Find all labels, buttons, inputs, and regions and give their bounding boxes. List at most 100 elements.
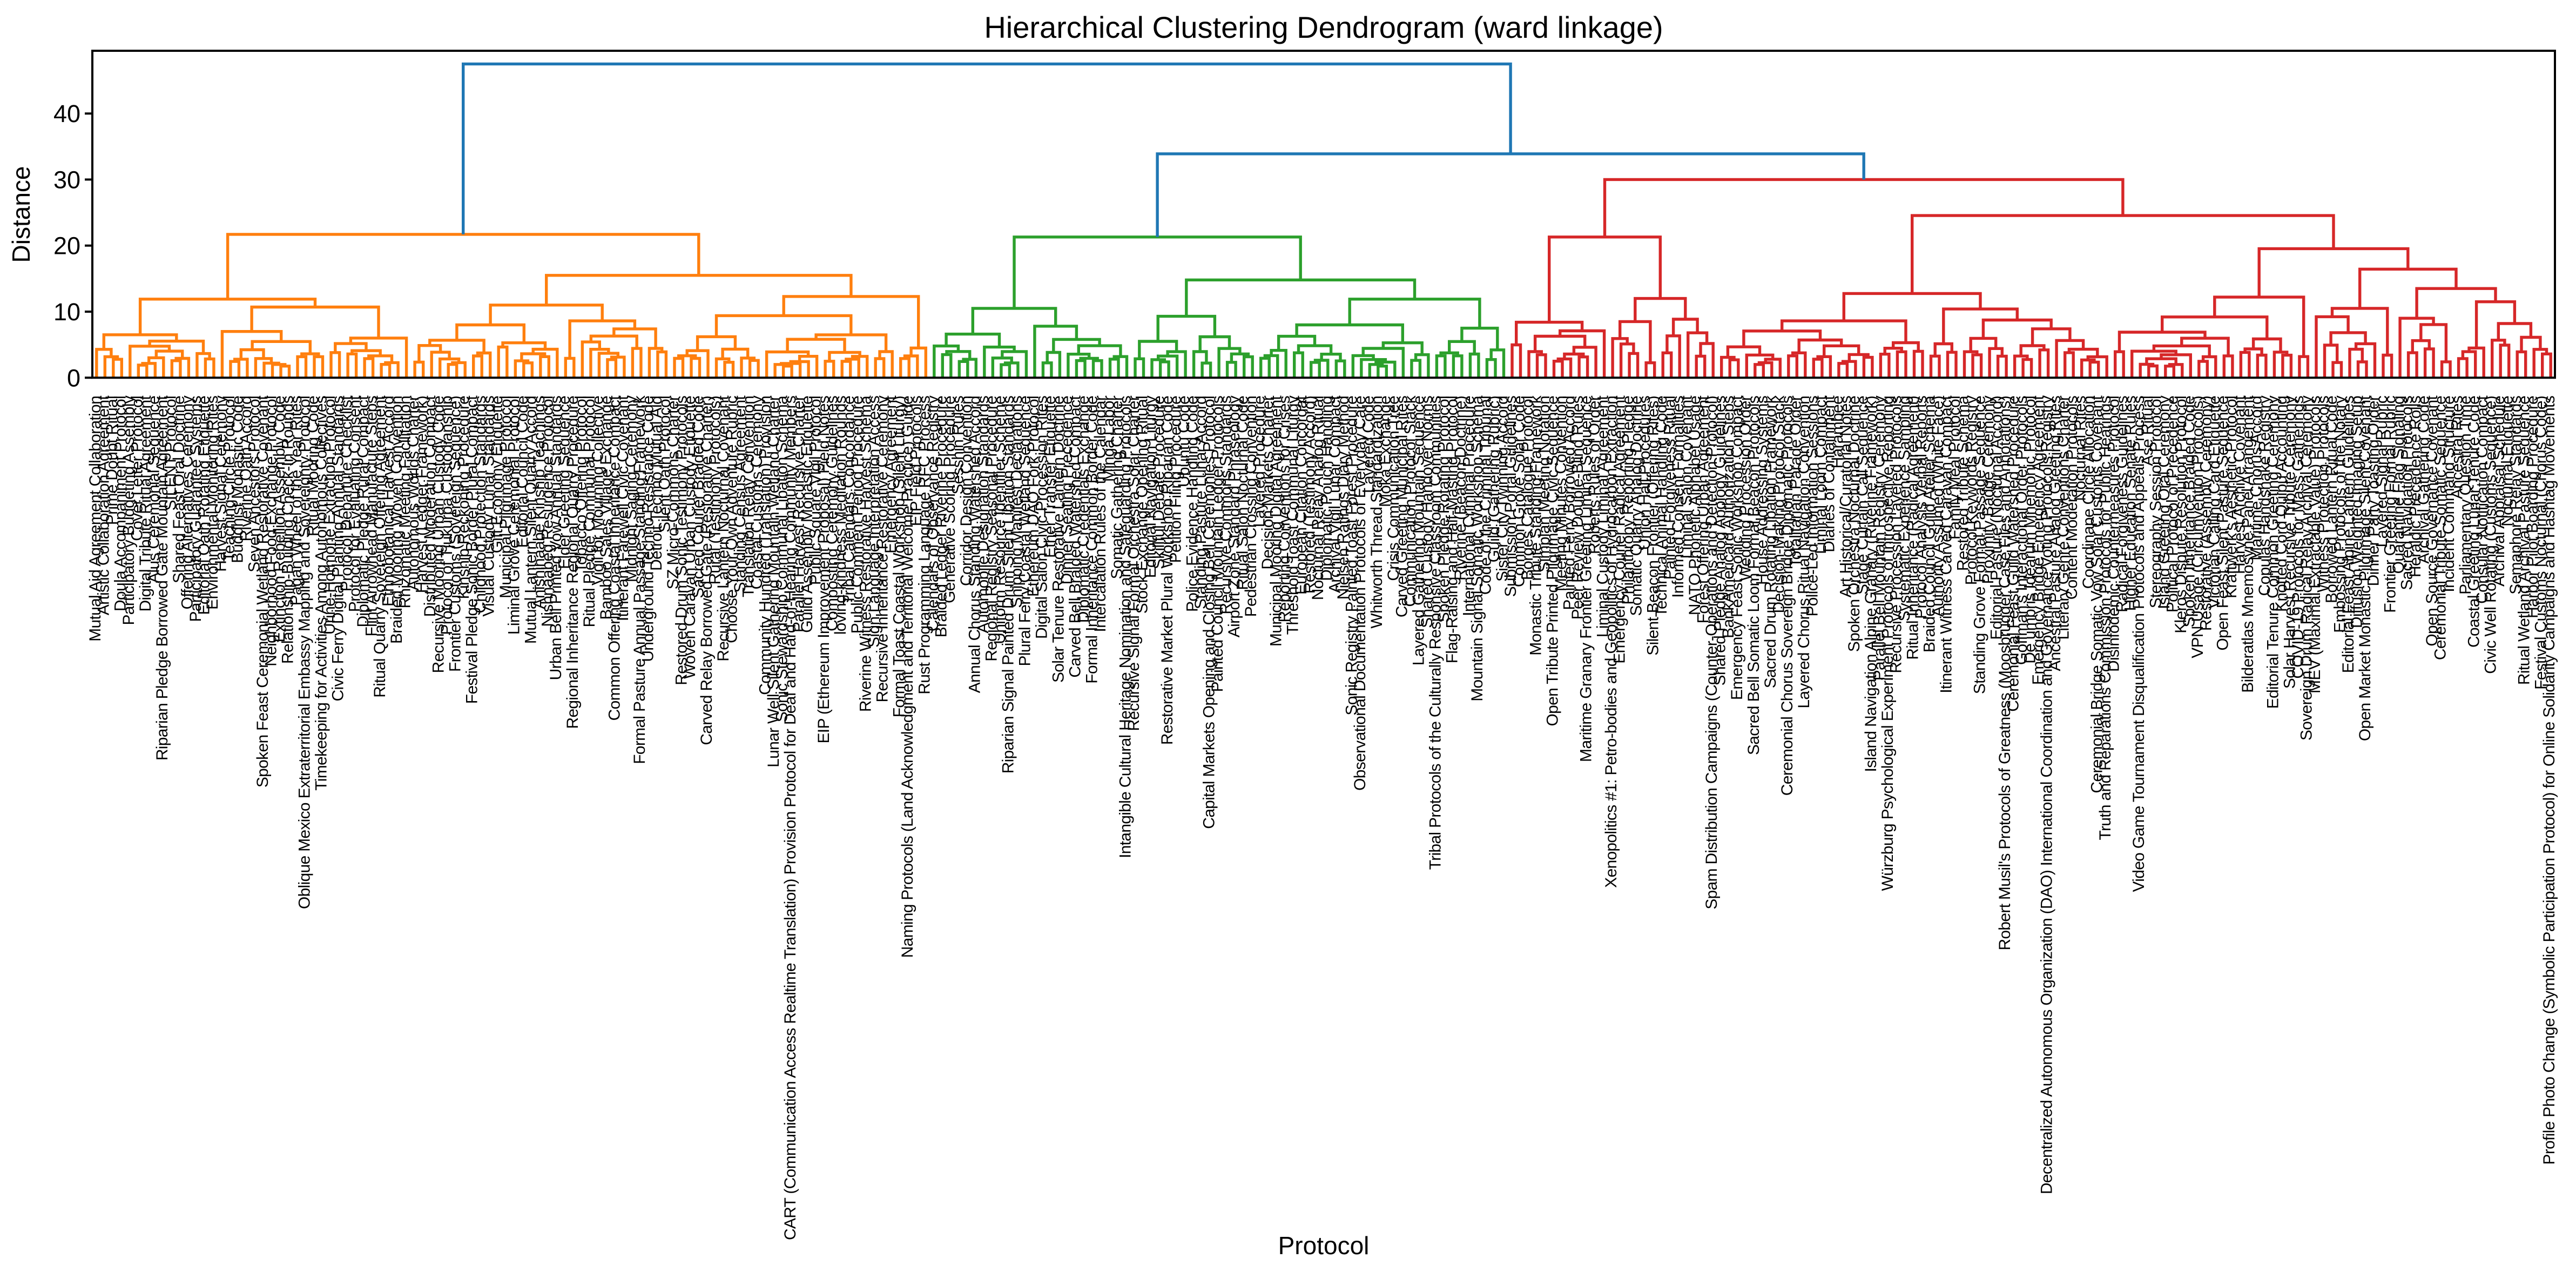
svg-text:EIP (Ethereum Improvement Prop: EIP (Ethereum Improvement Proposal) Fiel… <box>815 396 833 744</box>
svg-text:Painted Forgiveness Ritual: Painted Forgiveness Ritual <box>1661 396 1679 580</box>
svg-text:Solar Harvest Recursive Tribut: Solar Harvest Recursive Tribute Ceremony <box>2281 395 2298 689</box>
svg-text:Rural (Testimony Protocols): Rural (Testimony Protocols) <box>706 396 724 585</box>
svg-text:Itinerant Witness Carved Carav: Itinerant Witness Carved Caravan Compact <box>1938 395 1955 694</box>
svg-text:Regional Inheritance Regional: Regional Inheritance Regional Quarry Pro… <box>564 396 582 729</box>
svg-text:Composting Ceremony Guidelines: Composting Ceremony Guidelines <box>824 396 841 631</box>
svg-text:Automobile Designation Standar: Automobile Designation Standards <box>974 396 992 634</box>
svg-text:Meeting Minutes Convention: Meeting Minutes Convention <box>1552 396 1570 591</box>
svg-text:Childhood Protection Standards: Childhood Protection Standards <box>471 396 489 614</box>
svg-text:Elder Greeting Sequence: Elder Greeting Sequence <box>555 396 573 569</box>
svg-text:Whitworth Thread Standardizati: Whitworth Thread Standardization <box>1368 396 1386 629</box>
svg-text:Nocturnal Etiquette: Nocturnal Etiquette <box>2499 396 2517 527</box>
svg-text:Ritual Pledge Communal Protoco: Ritual Pledge Communal Protocol <box>581 396 598 628</box>
svg-text:Archival Gathering Code: Archival Gathering Code <box>2415 396 2433 564</box>
svg-text:Disinfodemic Countermeasures P: Disinfodemic Countermeasures Protocol <box>2105 396 2123 672</box>
svg-text:Rhizomatic Meeting Facilitatio: Rhizomatic Meeting Facilitation <box>396 396 414 608</box>
svg-text:Protocol of Tjukurpa Custodian: Protocol of Tjukurpa Custodianship <box>438 396 456 635</box>
svg-text:Sister City Twinning Accord: Sister City Twinning Accord <box>1494 396 1512 582</box>
svg-text:Public Square Vigil Protocol: Public Square Vigil Protocol <box>807 396 825 585</box>
svg-text:SILENT Protocol: SILENT Protocol <box>161 396 179 510</box>
svg-text:Editorial Navigation Liturgy: Editorial Navigation Liturgy <box>1142 395 1159 578</box>
svg-text:Restorative (Assembly Ceremony: Restorative (Assembly Ceremony) <box>2197 396 2215 631</box>
svg-text:Observational Documentation Pr: Observational Documentation Protocols of… <box>1351 396 1369 791</box>
svg-text:Formal Inheritance Common Bord: Formal Inheritance Common Border Code <box>1083 396 1101 684</box>
svg-text:Recursive Inheritance Restorat: Recursive Inheritance Restorative Ceremo… <box>874 395 892 702</box>
svg-text:Sacred Navigation Protocols: Sacred Navigation Protocols <box>2398 396 2416 590</box>
svg-text:Spoken Feast Ceremonial Wetlan: Spoken Feast Ceremonial Wetland Restorat… <box>254 395 272 787</box>
svg-text:loving-kindness Meditation Rou: loving-kindness Meditation Rounds <box>832 396 849 635</box>
svg-text:Diplomatic Pledge Rural Compac: Diplomatic Pledge Rural Compact <box>354 395 372 628</box>
svg-text:Nocturnal Rites: Nocturnal Rites <box>2072 396 2089 501</box>
svg-text:Stage Curtain Call Sequence: Stage Curtain Call Sequence <box>1853 396 1871 595</box>
svg-text:Autonomous Worlds Charter: Autonomous Worlds Charter <box>404 395 422 590</box>
svg-text:Somatic Quarry Analog Doctrine: Somatic Quarry Analog Doctrine <box>1628 396 1646 616</box>
svg-text:Moka Exchange: Moka Exchange <box>1376 396 1394 507</box>
svg-text:Frontier Greeting Formal Rubri: Frontier Greeting Formal Rubric <box>2382 395 2399 612</box>
svg-text:Restored (Testimony Accord): Restored (Testimony Accord) <box>1301 396 1319 594</box>
svg-text:Harvest Signal Ceremony: Harvest Signal Ceremony <box>212 395 230 571</box>
svg-text:Prime Doubt Ritual: Prime Doubt Ritual <box>103 396 121 525</box>
svg-text:Dinner Party Toasting Order: Dinner Party Toasting Order <box>2365 395 2383 586</box>
svg-text:COVID-19 Protocols for Mass Ga: COVID-19 Protocols for Mass Gatherings <box>2289 396 2307 679</box>
svg-text:Bilderatlas Mnemosyne Panel Ar: Bilderatlas Mnemosyne Panel Arrangement <box>2239 395 2257 693</box>
svg-text:40: 40 <box>53 100 80 127</box>
svg-text:Formal Toast Coastal Workshop: Formal Toast Coastal Workshop (Silent Li… <box>891 396 908 717</box>
svg-text:Common Grove Solar Code: Common Grove Solar Code <box>1510 396 1528 587</box>
svg-text:Corridor Design Convention: Corridor Design Convention <box>957 396 975 586</box>
svg-text:Layered Signal Rubric: Layered Signal Rubric <box>2373 395 2391 547</box>
svg-text:Environmental Monitoring Rites: Environmental Monitoring Rites <box>204 396 221 610</box>
svg-text:0: 0 <box>67 364 80 392</box>
svg-text:Carved Greeting Municipal Rite: Carved Greeting Municipal Rites <box>1393 396 1411 617</box>
svg-text:Community Hundred (Translation: Community Hundred (Translation) Provisio… <box>757 396 774 695</box>
svg-text:Skillful Debate Procedure: Skillful Debate Procedure <box>1150 396 1168 569</box>
svg-text:Harambee: Harambee <box>1829 396 1846 468</box>
svg-text:Witness Protection Protocols: Witness Protection Protocols <box>2315 396 2332 593</box>
svg-text:Layered Procedure: Layered Procedure <box>1251 396 1269 527</box>
svg-text:Generative Scoring Procedure: Generative Scoring Procedure <box>941 396 959 603</box>
svg-text:Emergency Bridge Emergency Agr: Emergency Bridge Emergency Agreement <box>2029 395 2047 685</box>
svg-text:Ceremonial Bridge Somatic Vow: Ceremonial Bridge Somatic Vow Solar Cust… <box>2088 395 2106 793</box>
svg-text:Heraldic Precedence Rolls: Heraldic Precedence Rolls <box>2406 396 2424 577</box>
svg-text:Systematic Experience Sampling: Systematic Experience Sampling <box>1896 396 1913 622</box>
svg-text:Liminal Loom Compact: Liminal Loom Compact <box>1812 395 1830 554</box>
svg-text:Riverine Witness Restorative H: Riverine Witness Restorative Harvest Sch… <box>857 395 875 712</box>
svg-text:Informed Consent Formalities: Informed Consent Formalities <box>1669 396 1687 598</box>
svg-text:Archival Vigil Lunar Compact: Archival Vigil Lunar Compact <box>1326 395 1344 593</box>
svg-text:Editorial Pasture (Nocturnal A: Editorial Pasture (Nocturnal Accord) <box>1988 396 2006 640</box>
svg-text:Maritime Granary Frontier Gree: Maritime Granary Frontier Greeting Limin… <box>1577 396 1595 762</box>
svg-text:Protocol for Evaluating Consen: Protocol for Evaluating Consent <box>346 395 364 612</box>
svg-text:Political Protocol of Preceden: Political Protocol of Precedence <box>2163 396 2181 612</box>
svg-text:Visual Custody Lunar Standards: Visual Custody Lunar Standards <box>480 396 498 617</box>
svg-text:Diplomatic Pouch Handling: Diplomatic Pouch Handling <box>1318 396 1336 581</box>
svg-text:Simplan Meeting Notation: Simplan Meeting Notation <box>1535 396 1553 573</box>
svg-text:Ancestral Pasture Analog Greet: Ancestral Pasture Analog Greeting Rites <box>2046 396 2064 671</box>
svg-text:Guild (Gathering Rubric): Guild (Gathering Rubric) <box>1485 396 1503 562</box>
svg-text:Stereography Session Protocol: Stereography Session Protocol <box>2147 396 2164 608</box>
svg-text:Emergency Feast Sonic Workshop: Emergency Feast Sonic Workshop Compact <box>1728 395 1746 700</box>
svg-text:Standing Census Agreement: Standing Census Agreement <box>731 395 749 593</box>
svg-text:Shared Custody Handover Norms: Shared Custody Handover Norms <box>1418 396 1436 628</box>
svg-text:Copulas Handshake Registry: Copulas Handshake Registry <box>2256 395 2274 596</box>
svg-text:Nocturnal Relay Analog Ritual: Nocturnal Relay Analog Ritual <box>1309 396 1327 600</box>
svg-text:Quarantine Flag Signaling: Quarantine Flag Signaling <box>2390 396 2408 574</box>
svg-text:Municipal Mooring Digital Agre: Municipal Mooring Digital Agreement <box>1267 395 1285 647</box>
svg-text:Calendars of Observance Regist: Calendars of Observance Registry <box>924 395 942 631</box>
svg-text:Protocol Keywords Registry: Protocol Keywords Registry <box>1963 395 1980 585</box>
svg-text:Braided Council Guild Atelier: Braided Council Guild Atelier Schema <box>1921 395 1939 652</box>
svg-text:Recursive Mooring Urban Custod: Recursive Mooring Urban Custody Code <box>430 396 448 673</box>
svg-text:Solar Tenure Restorative Lante: Solar Tenure Restorative Lantern Doctrin… <box>1049 396 1067 683</box>
svg-text:Sesshin Rules: Sesshin Rules <box>949 396 967 495</box>
svg-text:International Criminal Procedu: International Criminal Procedure <box>1460 396 1478 616</box>
svg-text:Roberts Rules of Order: Roberts Rules of Order <box>1586 395 1603 554</box>
svg-text:De umbris Idearum Mnemonic Pro: De umbris Idearum Mnemonic Protocol <box>2021 396 2039 664</box>
svg-text:Artistic Collaboration Agreeme: Artistic Collaboration Agreement <box>95 395 112 616</box>
svg-text:Oblique Mexico Extraterritoria: Oblique Mexico Extraterritorial Embassy … <box>296 396 314 909</box>
svg-text:Sovereign Drum Radical Relay A: Sovereign Drum Radical Relay Archival Ce… <box>2297 395 2315 741</box>
svg-text:EIP Field Protocols: EIP Field Protocols <box>907 396 925 526</box>
svg-text:Frontier Customs (Sovereign Se: Frontier Customs (Sovereign Sequence) <box>447 396 464 672</box>
svg-text:Ceremonial Feast Guild Watersh: Ceremonial Feast Guild Watershed Procedu… <box>2005 396 2022 712</box>
svg-text:Spoken Orchestra Nocturnal Doc: Spoken Orchestra Nocturnal Doctrine <box>1845 396 1863 652</box>
svg-text:Semaphore Relay Standards: Semaphore Relay Standards <box>2507 396 2525 595</box>
svg-text:Liminal Custody Liminal Agreem: Liminal Custody Liminal Agreement <box>1594 395 1612 637</box>
svg-text:Vigil for Mourning Collective: Vigil for Mourning Collective <box>589 396 606 585</box>
